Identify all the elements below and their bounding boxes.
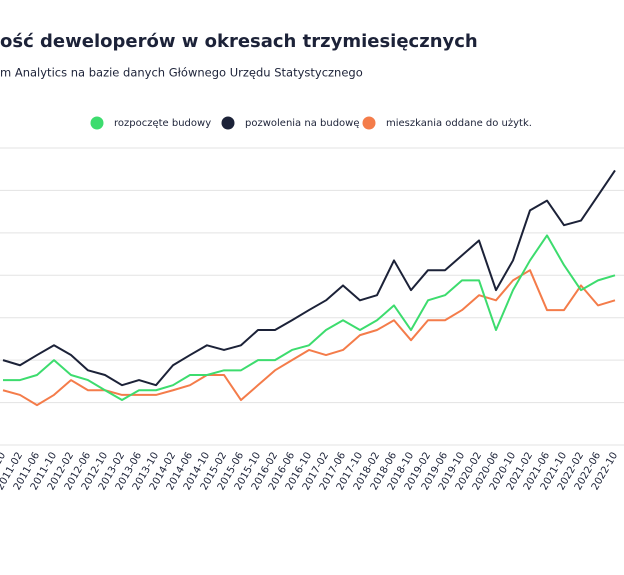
chart-subtitle: m Analytics na bazie danych Głównego Urz… bbox=[0, 66, 363, 80]
legend-label: rozpoczęte budowy bbox=[114, 118, 211, 129]
legend-swatch bbox=[362, 116, 376, 130]
series-line bbox=[2, 169, 616, 387]
legend-swatch bbox=[90, 116, 104, 130]
series-line bbox=[3, 234, 616, 402]
legend-label: mieszkania oddane do użytk. bbox=[386, 118, 532, 129]
legend-label: pozwolenia na budowę bbox=[245, 118, 360, 129]
chart-title: ość deweloperów w okresach trzymiesięczn… bbox=[0, 31, 478, 52]
legend-swatch bbox=[221, 116, 235, 130]
